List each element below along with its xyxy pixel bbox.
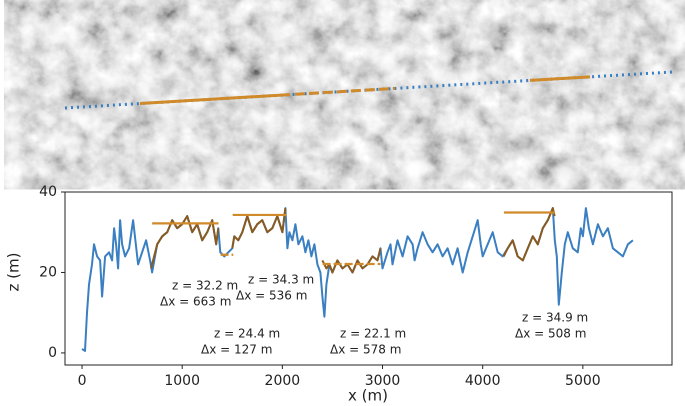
- track-segment: [294, 86, 396, 96]
- y-axis-label: z (m): [5, 253, 23, 292]
- y-tick-label: 20: [39, 264, 57, 280]
- track-segment: [529, 75, 591, 82]
- x-tick-label: 2000: [265, 373, 301, 389]
- x-axis-label: x (m): [348, 387, 388, 405]
- annotation: Δx = 663 m: [160, 295, 231, 309]
- y-tick-label: 0: [48, 345, 57, 361]
- plot-frame: [64, 191, 673, 366]
- profile-line: [231, 207, 287, 249]
- profile-line: [321, 248, 382, 274]
- x-tick-label: 0: [78, 373, 87, 389]
- track-segment: [139, 93, 291, 105]
- terrain-image: [64, 0, 673, 172]
- annotation: z = 34.9 m: [522, 311, 588, 325]
- profile-chart: x (m) z (m) z = 32.2 m Δx = 663 m z = 24…: [5, 184, 673, 405]
- annotation: z = 24.4 m: [214, 327, 280, 341]
- annotation: z = 34.3 m: [248, 273, 314, 287]
- x-tick-label: 3000: [365, 373, 401, 389]
- y-tick-label: 40: [39, 184, 57, 200]
- profile-line: [502, 207, 556, 262]
- annotation: Δx = 536 m: [236, 289, 307, 303]
- profile-line: [150, 215, 220, 269]
- annotation: Δx = 127 m: [201, 343, 272, 357]
- x-tick-label: 5000: [565, 373, 601, 389]
- annotation: Δx = 578 m: [330, 343, 401, 357]
- annotation: z = 32.2 m: [172, 279, 238, 293]
- annotation: z = 22.1 m: [340, 327, 406, 341]
- x-tick-label: 4000: [465, 373, 501, 389]
- x-tick-label: 1000: [164, 373, 200, 389]
- image-texture: [65, 0, 672, 172]
- annotation: Δx = 508 m: [515, 327, 586, 341]
